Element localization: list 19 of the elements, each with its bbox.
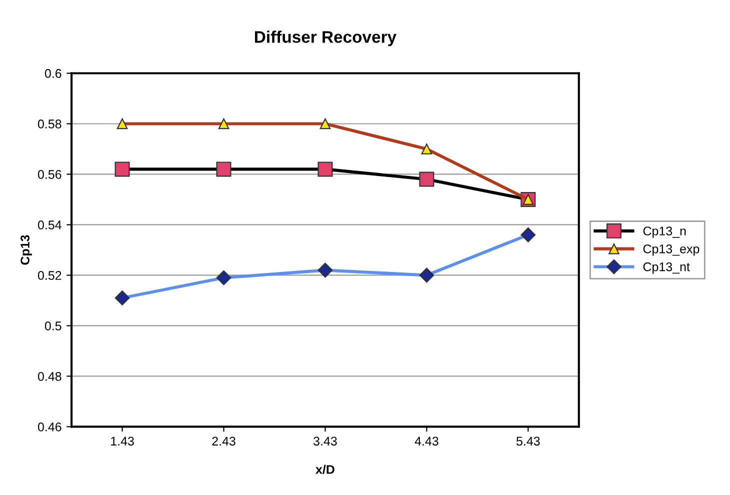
chart-title: Diffuser Recovery (255, 30, 396, 46)
y-tick-label: 0.46 (38, 422, 62, 432)
y-tick-label: 0.52 (38, 271, 62, 280)
x-axis-title: x/D (316, 464, 334, 474)
y-tick-label: 0.6 (44, 69, 62, 78)
x-tick-label: 2.43 (212, 436, 236, 446)
y-axis-title: Cp13 (20, 235, 32, 265)
legend-label: Cp13_exp (643, 244, 700, 256)
x-tick-label: 5.43 (516, 436, 540, 446)
legend-label: Cp13_nt (643, 262, 690, 274)
y-tick-label: 0.58 (38, 120, 62, 128)
x-tick-label: 4.43 (414, 436, 438, 446)
y-tick-label: 0.5 (44, 322, 62, 330)
y-tick-label: 0.48 (38, 372, 62, 381)
x-tick-label: 3.43 (314, 436, 337, 446)
y-tick-label: 0.56 (38, 170, 62, 179)
legend-label: Cp13_n (643, 226, 686, 238)
y-tick-label: 0.54 (38, 220, 62, 230)
x-tick-label: 1.43 (111, 436, 134, 446)
